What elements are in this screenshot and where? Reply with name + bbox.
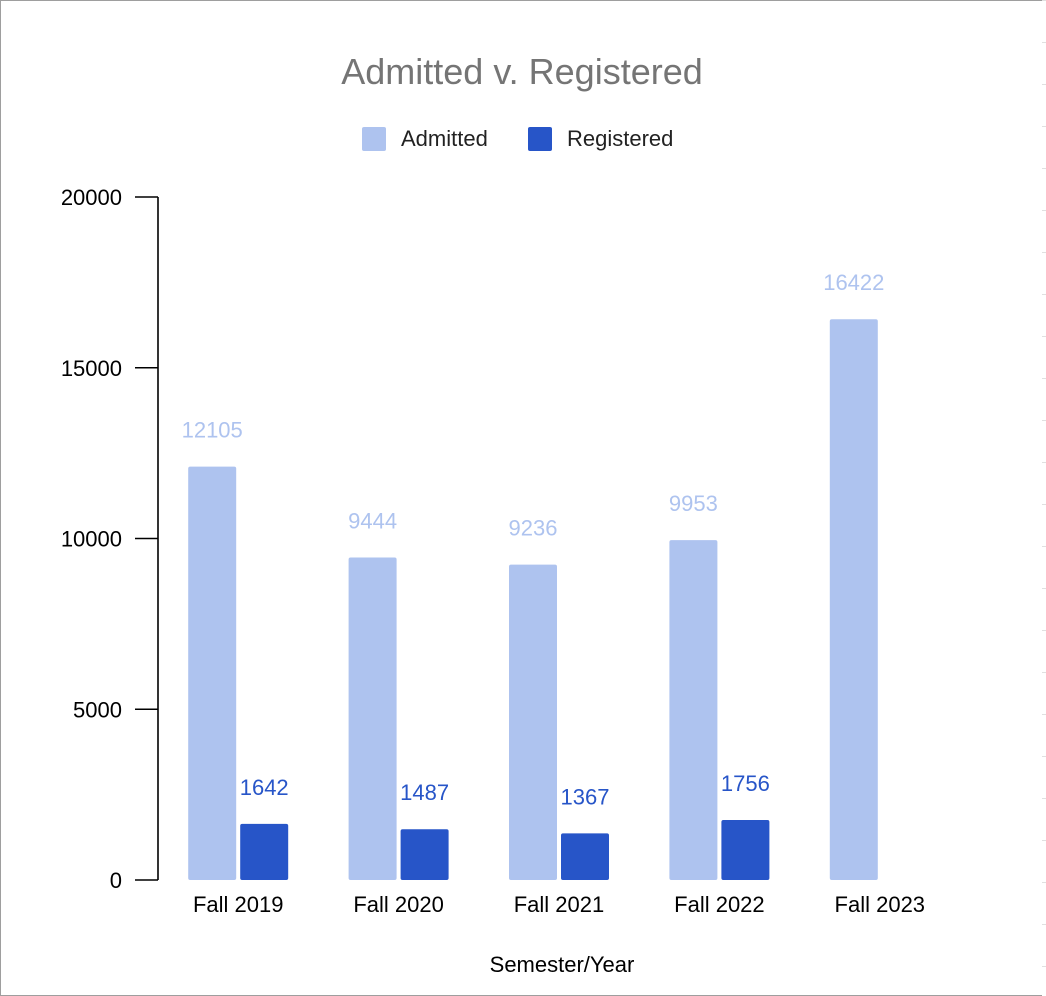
x-tick-label: Fall 2023	[835, 892, 926, 917]
data-label-registered: 1642	[240, 775, 289, 800]
bar-registered	[561, 833, 609, 880]
x-tick-label: Fall 2021	[514, 892, 605, 917]
data-label-admitted: 16422	[823, 270, 884, 295]
legend: Admitted Registered	[362, 126, 673, 151]
bars	[188, 319, 878, 880]
y-tick-label: 15000	[61, 356, 122, 381]
y-tick-label: 5000	[73, 697, 122, 722]
frame-edge	[1042, 0, 1046, 996]
x-axis-label: Semester/Year	[490, 952, 635, 977]
x-tick-label: Fall 2020	[353, 892, 444, 917]
bar-admitted	[829, 319, 878, 880]
data-label-registered: 1487	[400, 780, 449, 805]
data-label-admitted: 9444	[348, 508, 397, 533]
y-tick-label: 20000	[61, 185, 122, 210]
bar-registered	[400, 829, 449, 880]
bar-registered	[240, 823, 289, 880]
data-label-admitted: 9236	[509, 516, 558, 541]
y-tick-label: 10000	[61, 527, 122, 552]
legend-swatch-registered	[528, 127, 552, 151]
chart-title: Admitted v. Registered	[341, 51, 703, 92]
data-label-registered: 1367	[561, 784, 610, 809]
data-label-admitted: 12105	[182, 418, 243, 443]
x-tick-label: Fall 2022	[674, 892, 765, 917]
bar-admitted	[669, 540, 718, 880]
axes: 0 5000 10000 15000 20000 Fall 2019 Fall 2020 Fa…	[61, 185, 925, 917]
bar-admitted	[348, 557, 397, 880]
bar-registered	[721, 820, 770, 880]
y-tick-label: 0	[110, 868, 122, 893]
bar-admitted	[509, 564, 557, 880]
bar-admitted	[188, 466, 237, 880]
data-labels: 12105 1642 9444 1487 9236 1367 9953 1756 16422	[182, 270, 885, 809]
data-label-registered: 1756	[721, 771, 770, 796]
legend-swatch-admitted	[362, 127, 386, 151]
legend-label-admitted: Admitted	[401, 126, 488, 151]
data-label-admitted: 9953	[669, 491, 718, 516]
legend-label-registered: Registered	[567, 126, 673, 151]
x-tick-label: Fall 2019	[193, 892, 284, 917]
